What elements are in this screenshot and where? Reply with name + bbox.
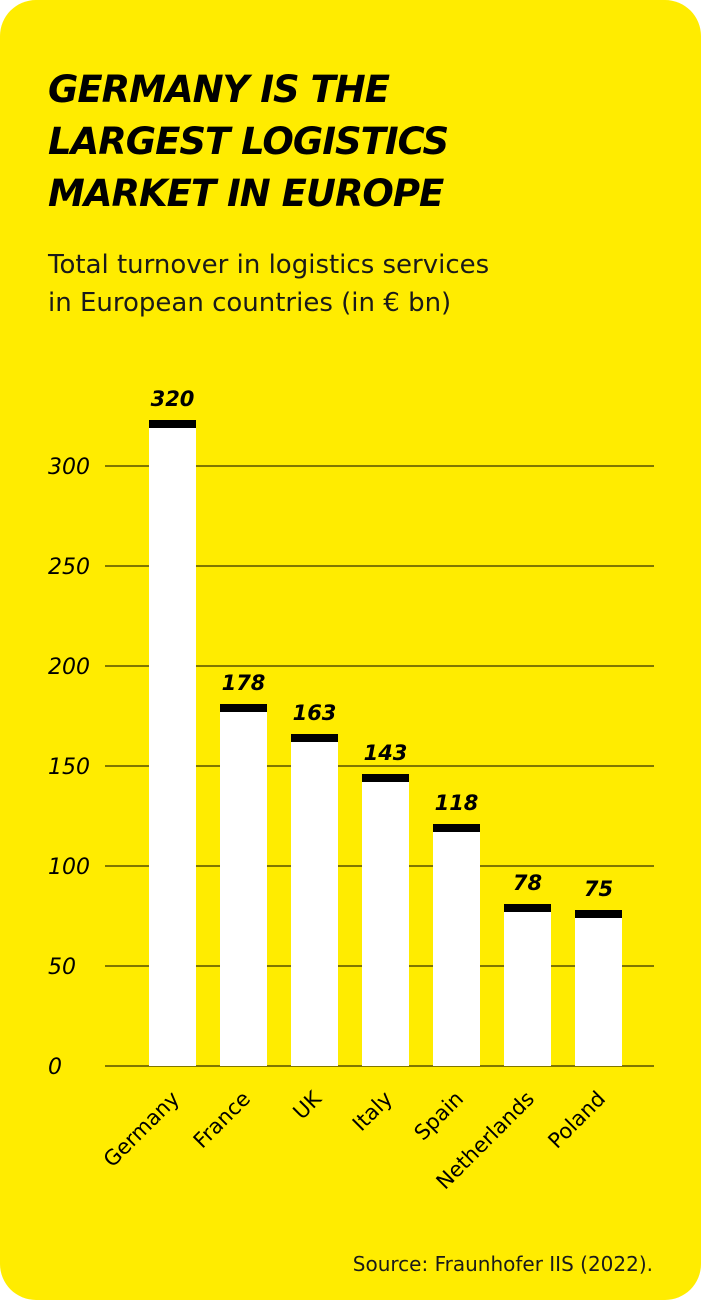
bar-cap-germany — [149, 420, 196, 428]
bar-cap-poland — [575, 910, 622, 918]
data-label: 163 — [293, 701, 337, 725]
bar-france — [220, 704, 267, 1066]
bar-italy — [362, 774, 409, 1066]
y-tick-label: 200 — [48, 655, 90, 680]
source-note: Source: Fraunhofer IIS (2022). — [352, 1252, 653, 1276]
y-tick-label: 50 — [48, 955, 76, 980]
data-label: 320 — [151, 387, 195, 411]
y-tick-label: 100 — [48, 855, 90, 880]
data-label: 178 — [222, 671, 266, 695]
bar-cap-france — [220, 704, 267, 712]
bar-cap-uk — [291, 734, 338, 742]
data-label: 143 — [364, 741, 408, 765]
chart-subtitle: Total turnover in logistics services in … — [48, 250, 490, 318]
y-tick-label: 150 — [48, 755, 90, 780]
x-tick-label: UK — [288, 1086, 326, 1124]
chart-title: GERMANY IS THE LARGEST LOGISTICS MARKET … — [48, 68, 449, 215]
y-tick-label: 250 — [48, 555, 90, 580]
data-label: 118 — [435, 791, 479, 815]
x-tick-label: Germany — [99, 1087, 184, 1172]
x-tick-label: France — [189, 1087, 255, 1153]
bar-netherlands — [504, 904, 551, 1066]
bar-cap-italy — [362, 774, 409, 782]
y-tick-label: 300 — [48, 455, 90, 480]
bar-germany — [149, 420, 196, 1066]
x-tick-label: Spain — [410, 1087, 468, 1145]
bar-poland — [575, 910, 622, 1066]
y-tick-label: 0 — [48, 1055, 62, 1080]
bar-cap-netherlands — [504, 904, 551, 912]
x-tick-label: Italy — [348, 1087, 397, 1136]
data-label: 78 — [513, 871, 542, 895]
x-tick-label: Poland — [543, 1087, 610, 1154]
bar-uk — [291, 734, 338, 1066]
bar-cap-spain — [433, 824, 480, 832]
data-label: 75 — [584, 877, 613, 901]
bar-spain — [433, 824, 480, 1066]
